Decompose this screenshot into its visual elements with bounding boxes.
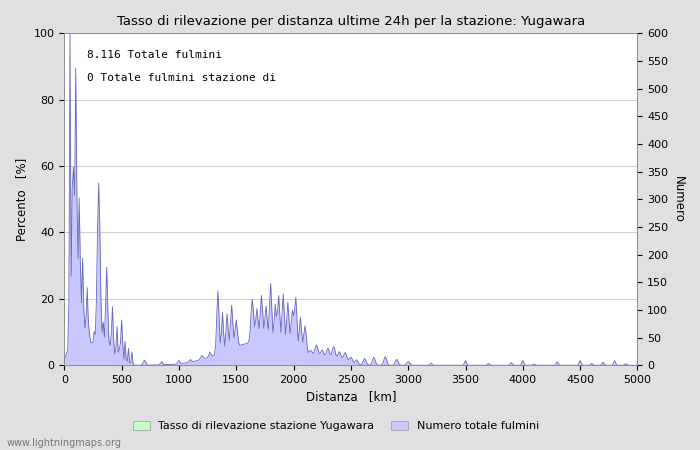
Y-axis label: Percento   [%]: Percento [%]	[15, 158, 28, 241]
Y-axis label: Numero: Numero	[672, 176, 685, 223]
Text: 0 Totale fulmini stazione di: 0 Totale fulmini stazione di	[88, 73, 276, 83]
Legend: Tasso di rilevazione stazione Yugawara, Numero totale fulmini: Tasso di rilevazione stazione Yugawara, …	[129, 416, 543, 436]
Title: Tasso di rilevazione per distanza ultime 24h per la stazione: Yugawara: Tasso di rilevazione per distanza ultime…	[117, 15, 585, 28]
Text: www.lightningmaps.org: www.lightningmaps.org	[7, 438, 122, 448]
X-axis label: Distanza   [km]: Distanza [km]	[306, 391, 396, 404]
Text: 8.116 Totale fulmini: 8.116 Totale fulmini	[88, 50, 222, 60]
